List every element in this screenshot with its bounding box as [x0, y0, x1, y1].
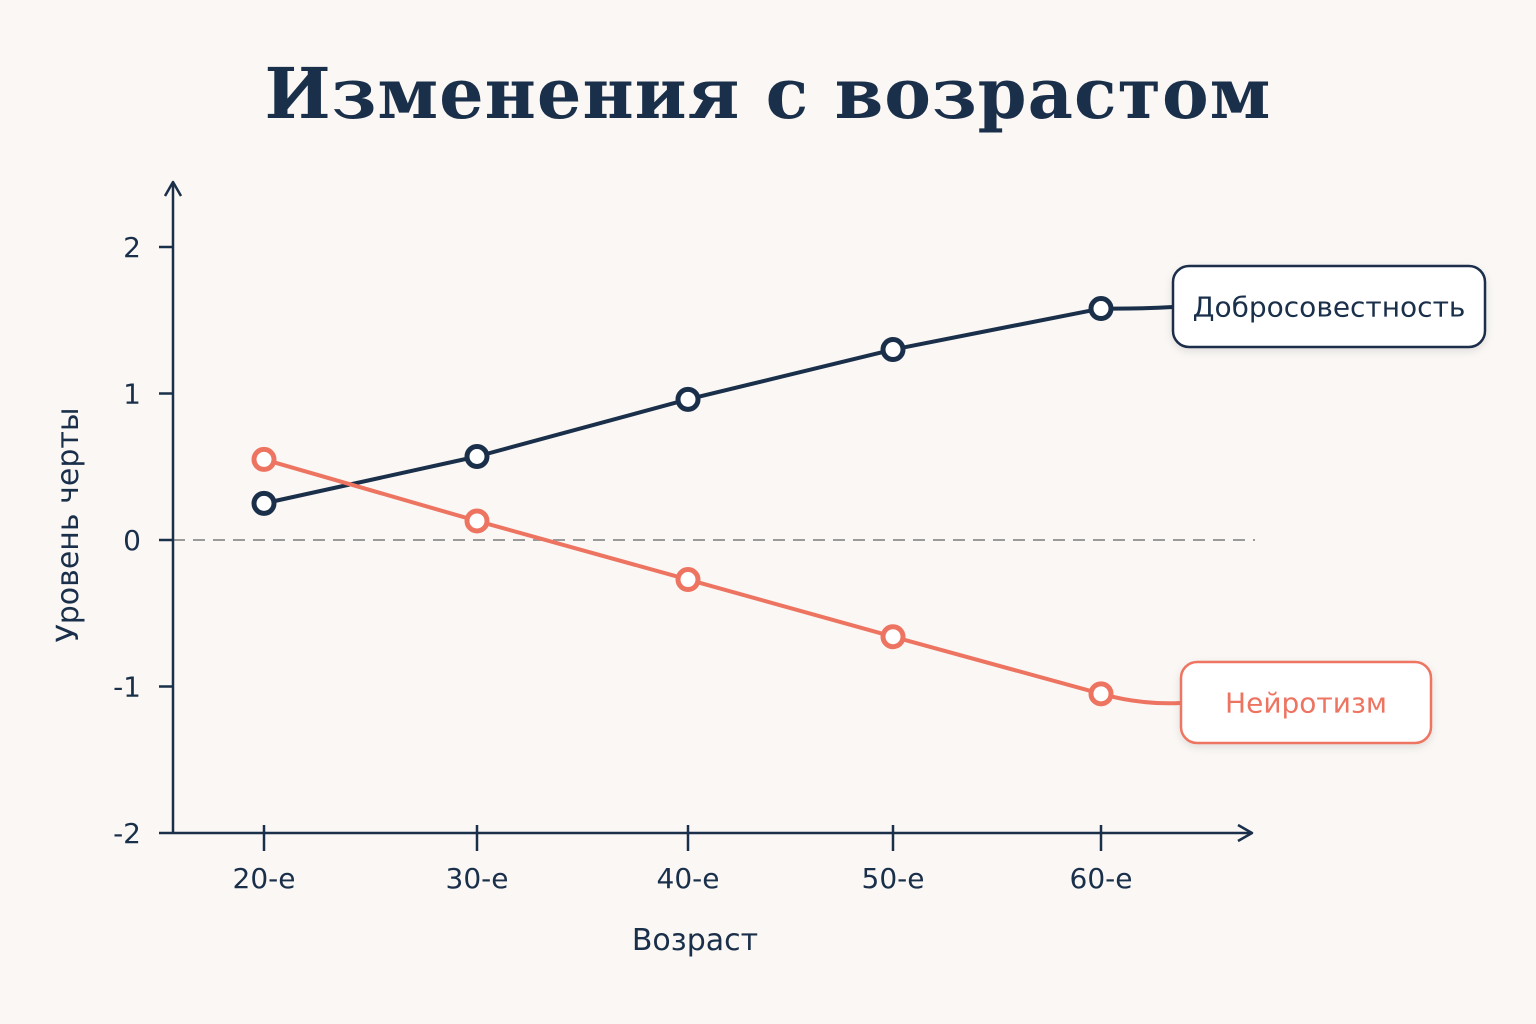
series-label-box [1171, 264, 1487, 349]
y-axis-arrow-icon [163, 180, 183, 197]
data-point [880, 337, 906, 363]
x-tick-label: 20-е [233, 862, 296, 895]
series-labels-layer: Добросовестность Нейротизм [1171, 264, 1487, 745]
series-label: Нейротизм [1225, 687, 1387, 720]
x-tick-label: 30-е [446, 862, 509, 895]
y-tick-label: -2 [113, 817, 141, 850]
x-axis-title: Возраст [632, 923, 758, 958]
x-tick-label: 40-е [657, 862, 720, 895]
x-axis-ticks: 20-е 30-е 40-е 50-е 60-е [233, 825, 1133, 895]
series-label: Добросовестность [1193, 291, 1466, 324]
data-point [1088, 296, 1114, 322]
y-axis-ticks: 2 1 0 -1 -2 [113, 231, 173, 850]
data-point [251, 446, 277, 472]
y-tick-label: 0 [123, 524, 141, 557]
data-point [464, 508, 490, 534]
x-tick-label: 60-е [1070, 862, 1133, 895]
data-point [251, 490, 277, 516]
series-label-box [1179, 660, 1433, 745]
x-tick-label: 50-е [862, 862, 925, 895]
y-tick-label: 2 [123, 231, 141, 264]
data-point [464, 443, 490, 469]
x-axis-arrow-icon [1237, 823, 1254, 843]
y-tick-label: -1 [113, 671, 141, 704]
y-tick-label: 1 [123, 378, 141, 411]
data-point [675, 386, 701, 412]
series-layer [251, 296, 1183, 707]
chart-title: Изменения с возрастом [264, 52, 1272, 135]
data-point [880, 624, 906, 650]
data-point [675, 567, 701, 593]
data-point [1088, 681, 1114, 707]
y-axis-title: Уровень черты [51, 407, 86, 642]
